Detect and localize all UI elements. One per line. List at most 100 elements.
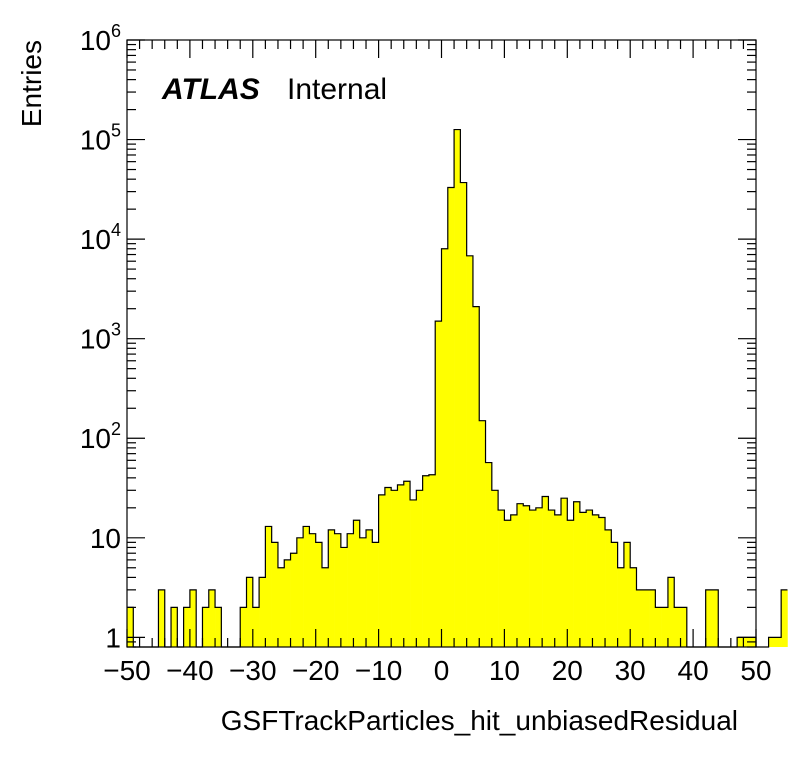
histogram-bin xyxy=(208,589,216,647)
histogram-bin xyxy=(271,542,279,647)
histogram-bin xyxy=(529,510,537,647)
histogram-bin xyxy=(649,589,656,647)
internal-label: Internal xyxy=(287,73,387,106)
x-tick-label: 0 xyxy=(434,655,450,686)
histogram-bin xyxy=(781,589,788,647)
histogram-bin xyxy=(667,577,675,647)
histogram-bin xyxy=(636,589,644,647)
histogram-bin xyxy=(328,529,335,647)
histogram-bin xyxy=(435,321,442,647)
histogram-bin xyxy=(340,547,348,647)
histogram-bin xyxy=(246,577,254,647)
histogram-bin xyxy=(586,510,593,647)
histogram-bin xyxy=(309,533,316,647)
histogram-bin xyxy=(711,589,719,647)
histogram-bin xyxy=(284,559,291,647)
y-tick-label: 10 xyxy=(90,523,121,554)
histogram-bin xyxy=(548,510,556,647)
histogram-bin xyxy=(321,567,329,647)
y-tick-label: 104 xyxy=(80,220,121,255)
x-tick-label: −30 xyxy=(229,655,277,686)
histogram-bin xyxy=(598,517,606,647)
histogram-bin xyxy=(422,475,430,647)
histogram-bin xyxy=(491,490,499,647)
x-tick-labels: −50 −40 −30 −20 −10 0 10 20 30 40 50 xyxy=(103,655,771,686)
histogram-bin xyxy=(353,520,361,647)
histogram-bin xyxy=(554,514,562,647)
histogram-bin xyxy=(252,607,260,647)
histogram-bin xyxy=(605,529,612,647)
histogram-bin xyxy=(592,514,600,647)
histogram-bin xyxy=(441,248,449,647)
histogram-bin xyxy=(410,499,417,647)
histogram-bin xyxy=(510,514,518,647)
histogram-bin xyxy=(366,529,373,647)
x-tick-label: −40 xyxy=(166,655,214,686)
histogram-bars xyxy=(127,129,788,648)
histogram-bin xyxy=(617,567,625,647)
histogram-bin xyxy=(428,474,436,647)
x-tick-label: −50 xyxy=(103,655,151,686)
histogram-bin xyxy=(630,567,637,647)
y-tick-label: 105 xyxy=(80,121,121,156)
y-tick-labels: 1 10 102 103 104 105 106 xyxy=(80,21,121,653)
histogram-bin xyxy=(215,607,222,647)
histogram-bin xyxy=(567,520,574,647)
histogram-bin xyxy=(479,420,486,647)
histogram-bin xyxy=(259,577,266,647)
x-tick-label: 30 xyxy=(615,655,646,686)
histogram-bin xyxy=(391,490,398,647)
y-tick-label: 103 xyxy=(80,320,121,355)
histogram-bin xyxy=(347,533,354,647)
histogram-bin xyxy=(202,607,210,647)
histogram-bin xyxy=(454,129,461,648)
x-tick-label: −20 xyxy=(292,655,340,686)
histogram-bin xyxy=(485,462,493,647)
histogram-bin xyxy=(674,607,681,647)
histogram-bin xyxy=(504,520,511,647)
histogram-bin xyxy=(277,567,285,647)
histogram-bin xyxy=(403,481,411,647)
histogram-bin xyxy=(460,182,467,648)
histogram-bin xyxy=(447,187,455,647)
histogram-bin xyxy=(384,487,392,647)
histogram-bin xyxy=(768,637,776,647)
histogram-bin xyxy=(611,542,618,647)
histogram-bin xyxy=(680,607,688,647)
y-tick-label: 106 xyxy=(80,21,121,56)
y-axis-title: Entries xyxy=(16,40,47,127)
x-tick-label: −10 xyxy=(355,655,403,686)
x-tick-label: 10 xyxy=(489,655,520,686)
histogram-bin xyxy=(472,306,480,647)
histogram-bin xyxy=(623,542,631,647)
histogram-bin xyxy=(542,496,549,647)
histogram-bin xyxy=(315,542,323,647)
histogram-bin xyxy=(378,494,386,647)
histogram-bin xyxy=(579,512,587,647)
histogram-bin xyxy=(661,607,669,647)
x-tick-label: 20 xyxy=(552,655,583,686)
histogram-bin xyxy=(535,507,543,647)
histogram-bin xyxy=(171,607,178,647)
histogram-bin xyxy=(240,607,247,647)
histogram-bin xyxy=(397,484,405,647)
histogram-bin xyxy=(290,553,298,647)
y-tick-label: 1 xyxy=(105,622,121,653)
histogram-bin xyxy=(655,607,662,647)
histogram-bin xyxy=(372,542,379,647)
histogram-bin xyxy=(127,607,134,647)
histogram-bin xyxy=(303,526,310,647)
histogram-bin xyxy=(416,490,423,647)
axis-ticks xyxy=(126,39,757,648)
x-axis-title: GSFTrackParticles_hit_unbiasedResidual xyxy=(221,705,738,736)
y-tick-label: 102 xyxy=(80,419,121,454)
histogram-bin xyxy=(705,589,713,647)
x-tick-label: 50 xyxy=(740,655,771,686)
histogram-bin xyxy=(296,537,304,647)
histogram-bin xyxy=(359,537,367,647)
histogram-outline xyxy=(127,128,788,648)
histogram-bin xyxy=(737,637,744,647)
histogram-bin xyxy=(158,589,166,647)
atlas-label: ATLAS xyxy=(161,73,260,106)
